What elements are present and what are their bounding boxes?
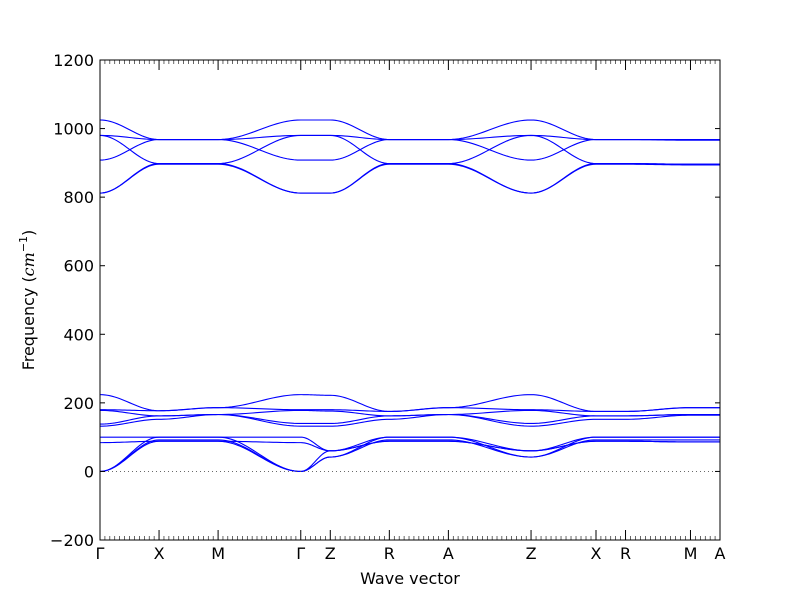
y-axis-label-var: cm xyxy=(19,252,38,276)
x-minor-ticks xyxy=(104,60,716,540)
x-tick-label: Z xyxy=(325,544,336,563)
y-tick-label: 200 xyxy=(63,394,94,413)
band-line xyxy=(99,407,720,412)
x-tick-label: M xyxy=(211,544,225,563)
x-tick-label: Z xyxy=(526,544,537,563)
x-tick-label: A xyxy=(715,544,726,563)
band-line xyxy=(99,138,720,161)
y-axis-ticks: −200 0 200 400 600 800 1000 1200 xyxy=(50,51,720,550)
band-line xyxy=(99,162,720,194)
band-lines xyxy=(99,119,720,472)
y-tick-label: 400 xyxy=(63,325,94,344)
x-tick-label: Γ xyxy=(96,544,105,563)
y-tick-label: 800 xyxy=(63,188,94,207)
plot-frame xyxy=(99,59,721,541)
y-axis-label-close: ) xyxy=(19,230,38,236)
y-tick-label: 1200 xyxy=(53,51,94,70)
band-line xyxy=(99,413,720,427)
y-tick-label: 600 xyxy=(63,257,94,276)
band-line xyxy=(99,163,720,194)
band-line xyxy=(99,436,720,472)
x-tick-label: X xyxy=(591,544,602,563)
x-tick-label: A xyxy=(443,544,454,563)
x-tick-label: Γ xyxy=(296,544,305,563)
y-axis-label: Frequency (cm−1) xyxy=(17,230,38,371)
band-line xyxy=(99,440,720,472)
band-line xyxy=(100,436,720,452)
x-tick-label: R xyxy=(620,544,631,563)
x-tick-label: R xyxy=(384,544,395,563)
y-axis-label-main: Frequency ( xyxy=(19,276,38,370)
y-tick-label: −200 xyxy=(50,531,94,550)
band-line xyxy=(99,119,720,141)
band-line xyxy=(99,134,720,141)
band-line xyxy=(99,440,720,452)
y-axis-label-sup: −1 xyxy=(17,236,30,252)
y-tick-label: 0 xyxy=(84,462,94,481)
x-tick-label: M xyxy=(684,544,698,563)
x-tick-label: X xyxy=(154,544,165,563)
x-axis-label: Wave vector xyxy=(360,569,460,588)
band-line xyxy=(99,439,720,472)
y-tick-label: 1000 xyxy=(53,120,94,139)
